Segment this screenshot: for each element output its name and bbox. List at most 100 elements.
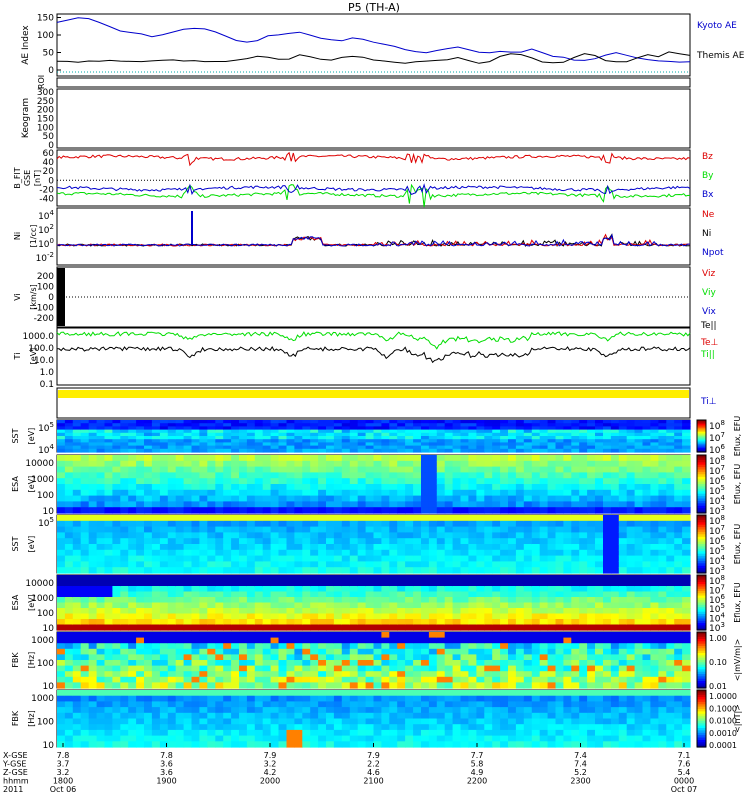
spectrogram-cell [278,455,287,462]
spectrogram-cell [57,643,66,650]
spectrogram-cell [144,597,153,604]
spectrogram-cell [436,613,446,620]
spectrogram-cell [523,439,533,443]
spectrogram-cell [318,643,327,650]
spectrogram-cell [302,712,311,720]
spectrogram-cell [294,613,303,620]
colorbar-cell [697,505,706,509]
spectrogram-cell [460,597,469,604]
spectrogram-cell [64,555,74,562]
spectrogram-cell [563,507,572,514]
spectrogram-cell [112,741,121,748]
spectrogram-cell [452,632,462,639]
spectrogram-cell [571,654,580,661]
spectrogram-cell [349,423,359,427]
spectrogram-cell [310,724,319,731]
spectrogram-cell [128,671,137,678]
spectrogram-cell [167,580,177,587]
spectrogram-cell [413,741,422,748]
spectrogram-cell [215,654,224,661]
spectrogram-cell [357,472,367,479]
spectrogram-cell [381,436,390,440]
spectrogram-cell [223,455,232,462]
spectrogram-cell [199,526,208,533]
spectrogram-cell [413,532,422,539]
spectrogram-cell [57,580,66,587]
spectrogram-cell [610,676,620,683]
spectrogram-cell [286,532,295,539]
spectrogram-cell [239,624,248,631]
spectrogram-cell [151,591,161,598]
spectrogram-cell [175,712,185,720]
spectrogram-cell [642,426,651,431]
spectrogram-cell [460,724,469,731]
spectrogram-cell [207,735,216,742]
spectrogram-cell [682,445,691,450]
spectrogram-cell [618,439,628,443]
spectrogram-cell [523,455,533,462]
spectrogram-cell [650,436,659,440]
spectrogram-cell [349,544,359,551]
spectrogram-cell [666,426,675,431]
spectrogram-cell [310,448,319,453]
spectrogram-cell [136,690,145,697]
spectrogram-cell [136,538,145,545]
spectrogram-cell [515,489,525,497]
spectrogram-cell [428,436,438,440]
spectrogram-cell [318,624,327,631]
spectrogram-cell [658,445,667,450]
spectrogram-cell [136,472,145,479]
spectrogram-cell [579,735,588,742]
spectrogram-cell [333,432,343,437]
spectrogram-cell [278,637,287,644]
spectrogram-cell [104,429,113,434]
spectrogram-cell [128,724,137,731]
spectrogram-cell [682,532,691,539]
spectrogram-cell [215,643,224,650]
spectrogram-cell [405,501,414,508]
spectrogram-cell [270,420,280,424]
spectrogram-cell [650,613,659,620]
spectrogram-cell [476,619,485,626]
spectrogram-cell [563,608,572,615]
spectrogram-cell [547,718,557,725]
spectrogram-cell [571,701,580,708]
spectrogram-cell [452,718,462,725]
spectrogram-cell [500,472,509,479]
spectrogram-cell [674,501,683,508]
spectrogram-cell [610,448,620,453]
spectrogram-cell [254,420,264,424]
spectrogram-cell [239,532,248,539]
spectrogram-cell [642,735,651,742]
spectrogram-cell [215,432,224,437]
spectrogram-cell [389,671,398,678]
spectrogram-cell [682,561,691,568]
spectrogram-cell [239,690,248,697]
spectrogram-cell [80,682,90,689]
spectrogram-cell [207,619,216,626]
spectrogram-cell [262,460,272,468]
spectrogram-cell [381,665,390,672]
spectrogram-cell [666,532,675,539]
spectrogram-cell [666,608,675,615]
spectrogram-cell [492,445,501,450]
spectrogram-cell [547,544,557,551]
spectrogram-cell [104,555,113,562]
spectrogram-cell [72,729,82,737]
spectrogram-cell [341,439,351,443]
spectrogram-cell [72,643,82,650]
spectrogram-cell [603,648,612,655]
spectrogram-cell [270,637,280,644]
spectrogram-cell [128,718,137,725]
spectrogram-cell [96,619,106,626]
spectrogram-cell [460,555,469,562]
spectrogram-cell [373,671,382,678]
spectrogram-cell [96,632,106,639]
spectrogram-cell [88,501,98,508]
spectrogram-cell [500,718,509,725]
spectrogram-cell [326,608,335,615]
spectrogram-cell [144,575,153,582]
spectrogram-cell [389,648,398,655]
spectrogram-cell [381,707,390,714]
colorbar-cell [697,437,706,440]
